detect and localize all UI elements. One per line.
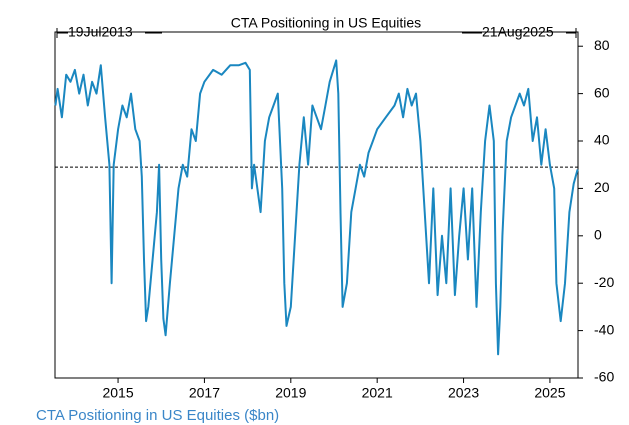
y-tick-label: 80 [594,37,610,53]
y-tick-label: 40 [594,132,610,148]
x-tick-label: 2019 [275,385,306,401]
y-tick-label: 0 [594,227,602,243]
chart-title: CTA Positioning in US Equities [231,15,421,31]
plot-frame [54,31,579,379]
end-label: 21Aug2025 [482,24,554,40]
x-tick-label: 2025 [534,385,565,401]
y-tick-label: -20 [594,274,614,290]
y-tick-label: 20 [594,179,610,195]
data-line [54,59,579,356]
y-tick-label: 60 [594,84,610,100]
x-tick-label: 2015 [102,385,133,401]
x-tick-label: 2021 [362,385,393,401]
x-tick-label: 2023 [448,385,479,401]
y-tick-label: -60 [594,369,614,385]
y-tick-label: -40 [594,321,614,337]
start-label: 19Jul2013 [68,24,133,40]
x-tick-label: 2017 [189,385,220,401]
caption: CTA Positioning in US Equities ($bn) [36,407,279,424]
